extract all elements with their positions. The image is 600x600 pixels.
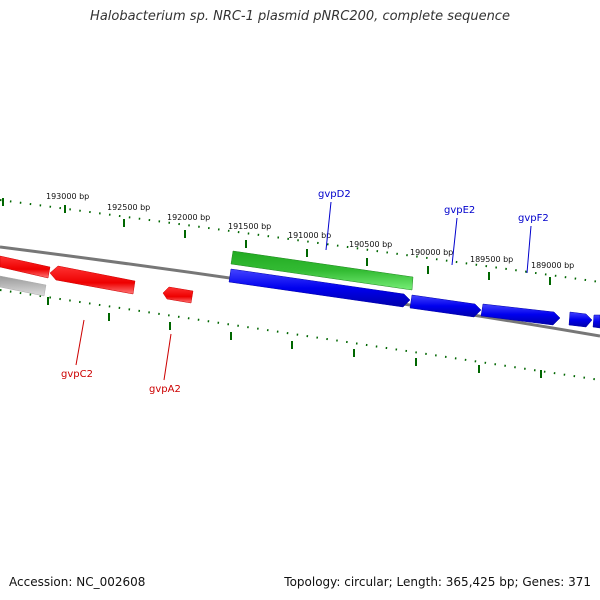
- gene-gvpE2[interactable]: [409, 294, 482, 318]
- scale-label: 191000 bp: [288, 231, 331, 240]
- inner-scale-track: [0, 289, 600, 381]
- gene-gvpD2[interactable]: [228, 268, 411, 308]
- gene-gvpA2[interactable]: [162, 286, 194, 304]
- scale-label: 192000 bp: [167, 213, 210, 222]
- feature-green[interactable]: [230, 250, 414, 291]
- scale-labels: 193000 bp 192500 bp 192000 bp 191500 bp …: [46, 192, 574, 270]
- gene-label-gvpD2[interactable]: gvpD2: [318, 189, 351, 200]
- outer-scale-track: [0, 199, 600, 283]
- scale-label: 192500 bp: [107, 203, 150, 212]
- gene-forward-e[interactable]: [592, 314, 600, 329]
- gene-label-gvpE2[interactable]: gvpE2: [444, 205, 475, 216]
- topology-summary: Topology: circular; Length: 365,425 bp; …: [284, 575, 591, 589]
- reverse-gene-labels: gvpC2 gvpA2: [61, 319, 181, 395]
- outer-major-ticks: [2, 198, 551, 285]
- forward-gene-labels: gvpD2 gvpE2 gvpF2: [318, 189, 549, 274]
- scale-label: 189000 bp: [531, 261, 574, 270]
- gene-label-gvpF2[interactable]: gvpF2: [518, 213, 549, 224]
- gene-gvpC2[interactable]: [49, 265, 136, 295]
- scale-label: 190000 bp: [410, 248, 453, 257]
- accession-text: Accession: NC_002608: [9, 575, 146, 589]
- inner-major-ticks: [47, 297, 542, 378]
- gene-forward-d[interactable]: [568, 311, 593, 328]
- gene-gvpF2[interactable]: [480, 303, 561, 326]
- scale-label: 191500 bp: [228, 222, 271, 231]
- gene-label-gvpA2[interactable]: gvpA2: [149, 384, 181, 395]
- scale-label: 190500 bp: [349, 240, 392, 249]
- scale-label: 193000 bp: [46, 192, 89, 201]
- gene-label-gvpC2[interactable]: gvpC2: [61, 369, 93, 380]
- map-title: Halobacterium sp. NRC-1 plasmid pNRC200,…: [90, 9, 510, 24]
- feature-grey[interactable]: [0, 275, 47, 297]
- gene-reverse-a[interactable]: [0, 255, 51, 279]
- scale-label: 189500 bp: [470, 255, 513, 264]
